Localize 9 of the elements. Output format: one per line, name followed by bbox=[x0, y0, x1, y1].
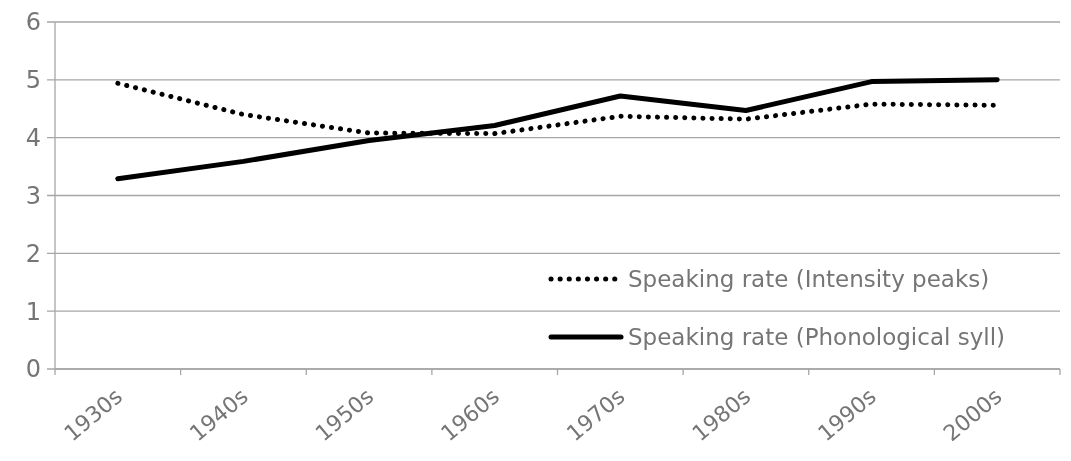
y-tick-label: 5 bbox=[25, 66, 41, 95]
y-tick-label: 6 bbox=[25, 8, 41, 37]
legend-label: Speaking rate (Phonological syll) bbox=[628, 324, 1006, 351]
y-tick-label: 3 bbox=[25, 181, 41, 210]
y-tick-label: 0 bbox=[25, 355, 41, 384]
y-tick-label: 2 bbox=[25, 239, 41, 268]
legend-label: Speaking rate (Intensity peaks) bbox=[628, 266, 990, 293]
y-tick-label: 1 bbox=[25, 297, 41, 326]
y-tick-label: 4 bbox=[25, 124, 41, 153]
